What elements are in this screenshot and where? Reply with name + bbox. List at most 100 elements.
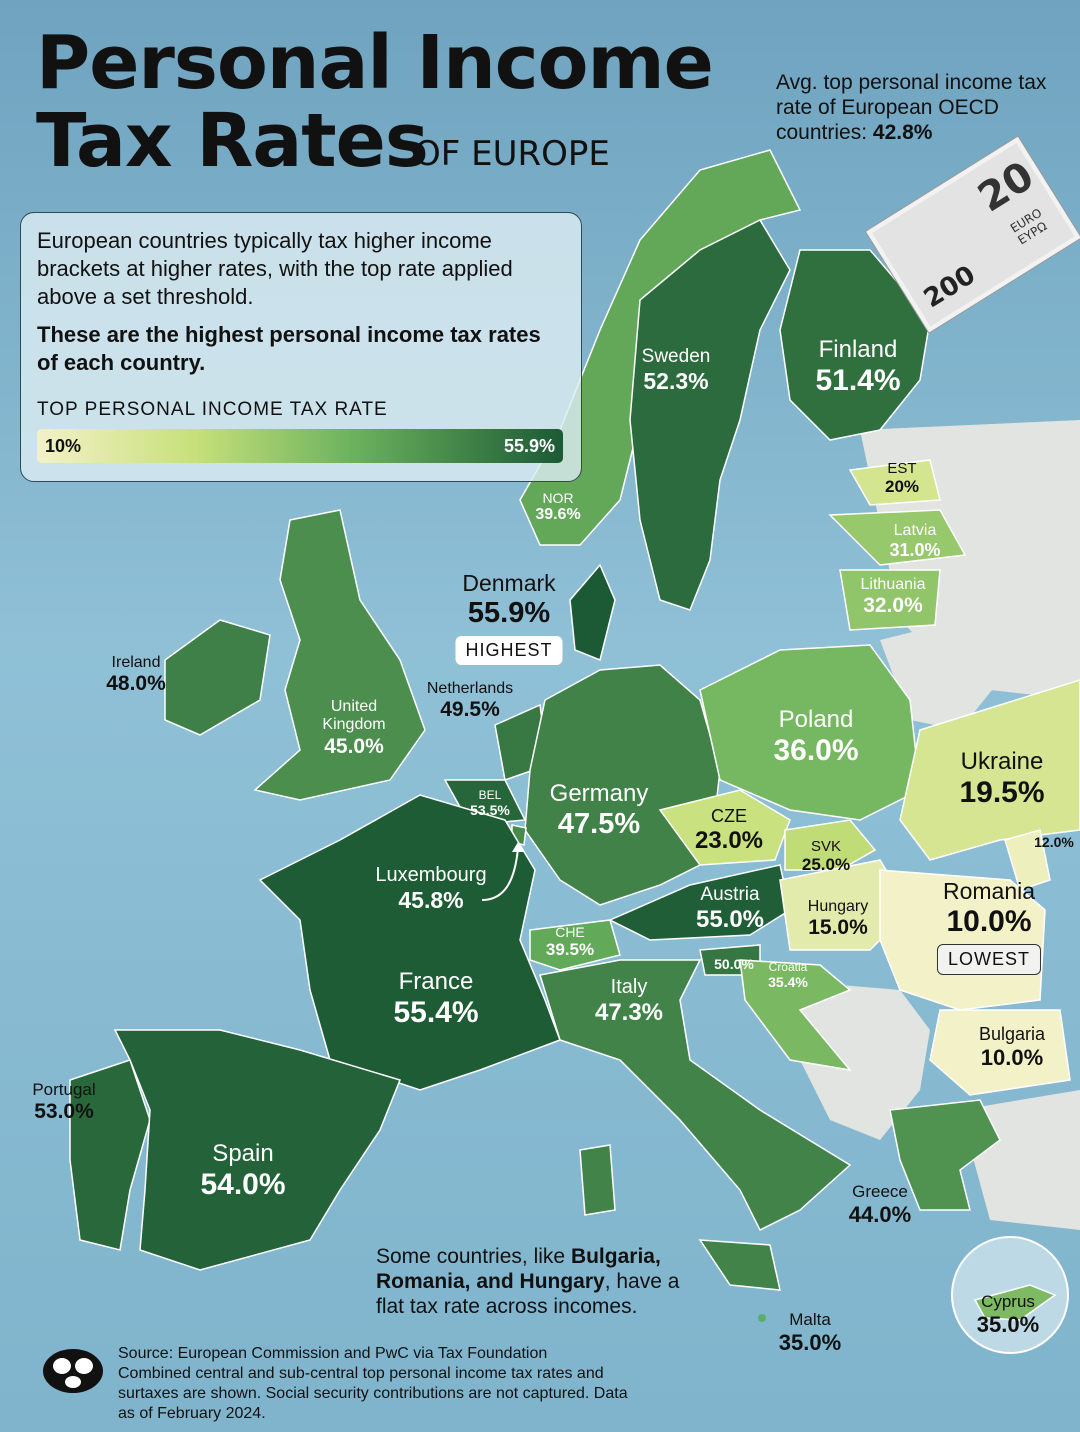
label-romania: Romania 10.0%	[943, 878, 1035, 939]
label-ukraine: Ukraine 19.5%	[959, 748, 1044, 810]
label-denmark: Denmark 55.9%	[462, 570, 555, 630]
label-bulgaria: Bulgaria 10.0%	[979, 1024, 1045, 1071]
label-ireland-rate: 48.0%	[106, 672, 166, 695]
country-shape-denmark	[569, 563, 616, 662]
label-germany-rate: 47.5%	[557, 808, 641, 840]
country-shape-uk	[253, 509, 426, 801]
label-greece: Greece 44.0%	[849, 1182, 911, 1228]
label-cyprus-rate: 35.0%	[976, 1312, 1040, 1337]
label-sweden-name: Sweden	[641, 346, 711, 367]
country-shape-italy	[539, 959, 852, 1232]
label-latvia-name: Latvia	[893, 522, 937, 539]
label-switzerland-rate: 39.5%	[545, 940, 595, 959]
label-uk-name: United Kingdom	[322, 698, 386, 733]
label-finland-name: Finland	[818, 336, 898, 363]
label-slovenia: 50.0%	[714, 956, 754, 972]
country-shape-slovakia	[784, 819, 877, 871]
label-bulgaria-name: Bulgaria	[978, 1024, 1046, 1044]
label-bulgaria-rate: 10.0%	[980, 1045, 1044, 1070]
source-line-2: Combined central and sub-central top per…	[118, 1365, 628, 1422]
label-latvia-rate: 31.0%	[889, 540, 941, 560]
label-austria-rate: 55.0%	[695, 906, 765, 933]
label-italy-name: Italy	[610, 976, 648, 998]
label-belgium-name: BEL	[478, 788, 502, 802]
euro-banknote: 200 20 EURO ΕΥΡΩ	[864, 135, 1080, 334]
label-france-rate: 55.4%	[393, 996, 479, 1029]
country-shape-croatia	[739, 959, 852, 1072]
label-uk-rate: 45.0%	[324, 735, 384, 758]
subtitle: OF EUROPE	[414, 134, 610, 174]
country-shape-bulgaria	[929, 1009, 1071, 1096]
label-slovenia-rate: 50.0%	[714, 956, 754, 972]
label-poland-rate: 36.0%	[773, 734, 859, 767]
average-note-value: 42.8%	[872, 121, 933, 144]
label-denmark-rate: 55.9%	[467, 597, 551, 629]
label-portugal: Portugal 53.0%	[32, 1080, 95, 1124]
label-estonia-rate: 20%	[884, 477, 920, 496]
flat-tax-note-after: , have a flat tax rate across incomes.	[376, 1270, 680, 1318]
info-box: European countries typically tax higher …	[20, 212, 582, 482]
label-france-name: France	[398, 968, 474, 995]
label-germany-name: Germany	[549, 780, 649, 807]
label-czechia: CZE 23.0%	[695, 806, 763, 855]
source-line-1: Source: European Commission and PwC via …	[118, 1345, 548, 1362]
country-shape-sweden	[629, 219, 791, 611]
country-shape-france	[258, 794, 561, 1091]
label-finland: Finland 51.4%	[815, 336, 900, 398]
country-shape-sardinia	[579, 1144, 616, 1216]
label-norway-rate: 39.6%	[535, 506, 581, 523]
label-poland-name: Poland	[778, 706, 854, 733]
label-malta: Malta 35.0%	[779, 1310, 841, 1356]
legend-title: TOP PERSONAL INCOME TAX RATE	[37, 399, 388, 420]
label-poland: Poland 36.0%	[773, 706, 858, 768]
label-spain: Spain 54.0%	[200, 1140, 285, 1202]
label-sweden: Sweden 52.3%	[642, 346, 711, 395]
label-switzerland: CHE 39.5%	[546, 924, 594, 960]
malta-dot	[758, 1314, 766, 1322]
label-hungary: Hungary 15.0%	[808, 898, 868, 940]
country-shape-latvia	[828, 509, 967, 566]
label-netherlands: Netherlands 49.5%	[427, 680, 513, 722]
label-slovakia-rate: 25.0%	[801, 855, 851, 874]
label-slovakia-name: SVK	[810, 838, 842, 855]
label-germany: Germany 47.5%	[550, 780, 649, 841]
average-note-text: Avg. top personal income tax rate of Eur…	[776, 71, 1047, 144]
country-shape-germany	[524, 664, 721, 906]
flat-tax-note-before: Some countries, like	[376, 1245, 566, 1268]
label-norway: NOR 39.6%	[535, 490, 580, 524]
country-shape-ukraine	[899, 679, 1080, 861]
country-shape-czechia	[658, 789, 791, 866]
info-paragraph: European countries typically tax higher …	[37, 228, 513, 309]
label-austria: Austria 55.0%	[696, 884, 764, 934]
label-italy: Italy 47.3%	[595, 976, 663, 1027]
label-belgium-rate: 53.5%	[470, 802, 510, 818]
legend-max: 55.9%	[503, 436, 555, 456]
country-shape-switzerland	[529, 919, 621, 971]
label-cyprus: Cyprus 35.0%	[977, 1292, 1039, 1338]
label-luxembourg: Luxembourg 45.8%	[375, 864, 486, 914]
luxembourg-arrow	[481, 847, 519, 901]
info-emphasis: These are the highest personal income ta…	[37, 322, 541, 375]
label-luxembourg-name: Luxembourg	[375, 864, 487, 886]
country-shape-estonia	[848, 459, 941, 506]
average-note: Avg. top personal income tax rate of Eur…	[776, 70, 1066, 145]
country-shape-cyprus	[973, 1284, 1057, 1321]
label-norway-name: NOR	[542, 490, 574, 506]
label-czechia-name: CZE	[711, 806, 747, 826]
label-moldova-rate: 12.0%	[1034, 834, 1074, 850]
label-sweden-rate: 52.3%	[643, 368, 709, 394]
label-france: France 55.4%	[393, 968, 478, 1030]
label-lithuania-rate: 32.0%	[863, 594, 923, 617]
title-line-2: Tax Rates	[36, 98, 429, 184]
label-czechia-rate: 23.0%	[694, 827, 764, 854]
label-netherlands-rate: 49.5%	[440, 698, 500, 721]
flat-tax-note-bold: Bulgaria, Romania, and Hungary	[376, 1245, 661, 1293]
label-austria-name: Austria	[700, 884, 760, 905]
label-cyprus-name: Cyprus	[981, 1292, 1035, 1311]
label-netherlands-name: Netherlands	[426, 680, 514, 697]
label-spain-name: Spain	[212, 1140, 274, 1167]
legend-gradient-bar: 10% 55.9%	[37, 429, 563, 463]
label-lithuania: Lithuania 32.0%	[861, 576, 926, 618]
